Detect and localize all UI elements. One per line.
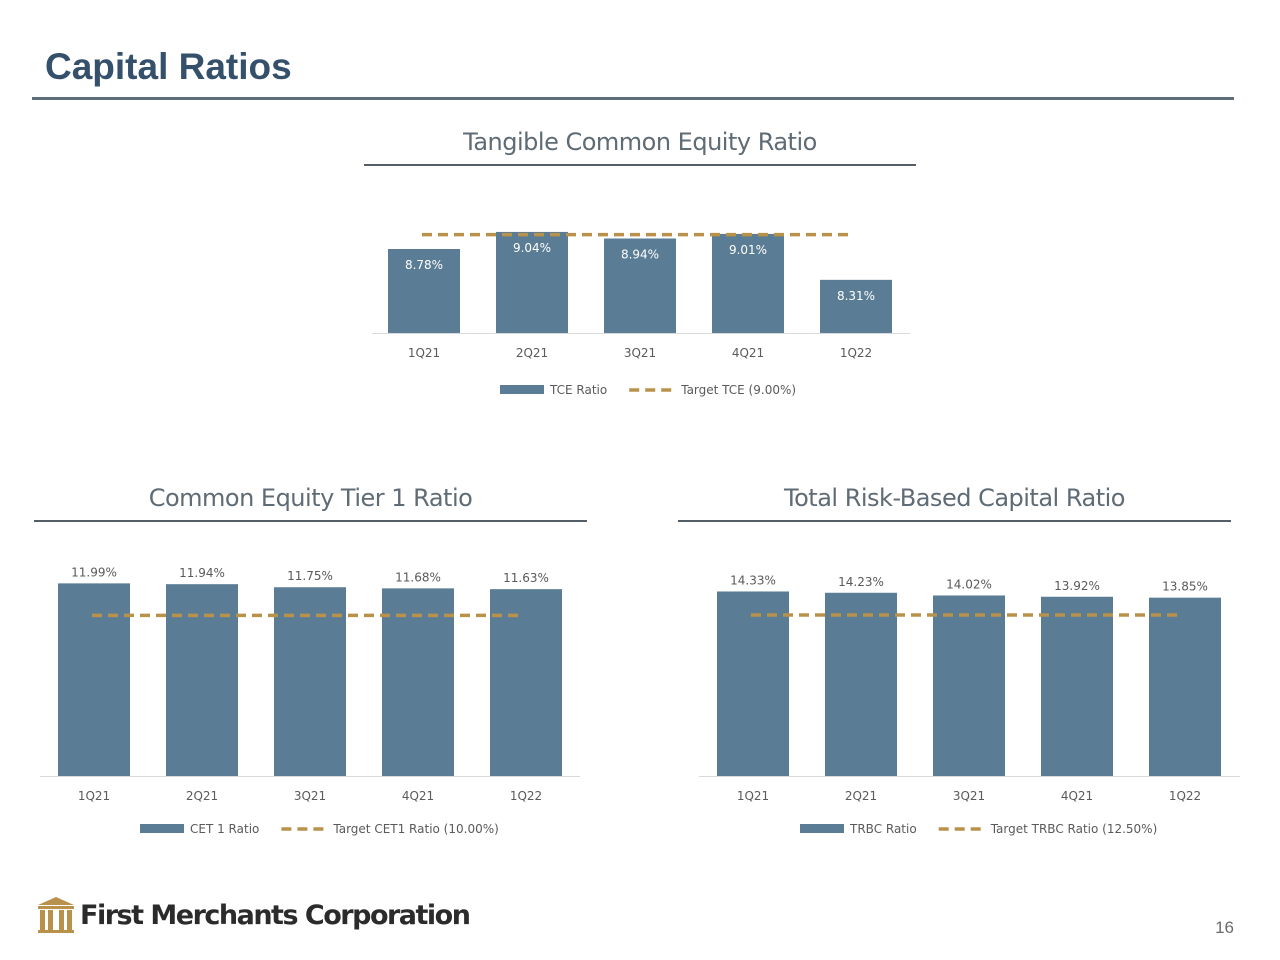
legend-label-ratio: TCE Ratio	[549, 383, 607, 397]
legend-swatch-bar	[140, 824, 184, 833]
category-label: 2Q21	[186, 789, 218, 803]
chart-rule-trbc	[678, 520, 1231, 522]
legend-label-target: Target TCE (9.00%)	[680, 383, 796, 397]
category-label: 1Q21	[408, 346, 440, 360]
category-label: 1Q22	[510, 789, 542, 803]
building-icon	[38, 897, 74, 933]
data-label: 9.04%	[513, 241, 551, 255]
chart-rule-tce	[364, 164, 916, 166]
data-label: 14.33%	[730, 573, 776, 587]
company-name: First Merchants Corporation	[80, 899, 471, 931]
category-label: 1Q22	[1169, 789, 1201, 803]
bar-2Q21	[496, 231, 568, 333]
bar-4Q21	[1041, 596, 1113, 776]
legend-swatch-bar	[800, 824, 844, 833]
category-label: 1Q21	[78, 789, 110, 803]
data-label: 8.78%	[405, 258, 443, 272]
chart-rule-cet1	[34, 520, 587, 522]
data-label: 11.94%	[179, 566, 225, 580]
chart-title-tce: Tangible Common Equity Ratio	[463, 128, 817, 156]
bar-2Q21	[825, 592, 897, 776]
legend-label-ratio: TRBC Ratio	[849, 822, 917, 836]
category-label: 2Q21	[516, 346, 548, 360]
bar-1Q22	[1149, 597, 1221, 776]
data-label: 8.31%	[837, 289, 875, 303]
bar-4Q21	[712, 233, 784, 333]
legend-label-ratio: CET 1 Ratio	[190, 822, 259, 836]
chart-title-trbc: Total Risk-Based Capital Ratio	[784, 484, 1125, 512]
title-divider	[32, 97, 1234, 100]
bar-4Q21	[382, 588, 454, 776]
data-label: 13.92%	[1054, 579, 1100, 593]
data-label: 11.75%	[287, 569, 333, 583]
data-label: 11.68%	[395, 570, 441, 584]
category-label: 2Q21	[845, 789, 877, 803]
category-label: 1Q22	[840, 346, 872, 360]
category-label: 3Q21	[294, 789, 326, 803]
category-label: 4Q21	[1061, 789, 1093, 803]
bar-1Q21	[388, 249, 460, 333]
data-label: 13.85%	[1162, 580, 1208, 594]
category-label: 4Q21	[402, 789, 434, 803]
data-label: 8.94%	[621, 248, 659, 262]
company-logo: First Merchants Corporation	[36, 895, 471, 935]
legend-label-target: Target TRBC Ratio (12.50%)	[990, 822, 1158, 836]
category-label: 3Q21	[953, 789, 985, 803]
data-label: 14.23%	[838, 575, 884, 589]
chart-title-cet1: Common Equity Tier 1 Ratio	[148, 484, 473, 512]
data-label: 11.63%	[503, 571, 549, 585]
bar-1Q21	[717, 591, 789, 776]
category-label: 4Q21	[732, 346, 764, 360]
data-label: 11.99%	[71, 565, 117, 579]
page-number: 16	[1215, 918, 1234, 937]
bar-1Q22	[490, 589, 562, 776]
legend-label-target: Target CET1 Ratio (10.00%)	[332, 822, 498, 836]
bar-1Q22	[820, 279, 892, 333]
bar-3Q21	[274, 587, 346, 776]
bar-3Q21	[933, 595, 1005, 776]
data-label: 9.01%	[729, 243, 767, 257]
category-label: 1Q21	[737, 789, 769, 803]
data-label: 14.02%	[946, 577, 992, 591]
category-label: 3Q21	[624, 346, 656, 360]
page-title: Capital Ratios	[45, 46, 292, 87]
bar-3Q21	[604, 238, 676, 333]
legend-swatch-bar	[500, 385, 544, 394]
